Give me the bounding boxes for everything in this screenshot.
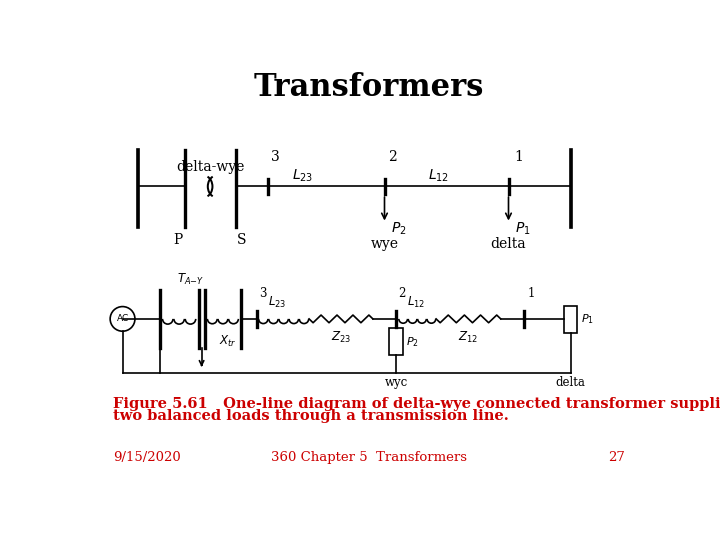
Text: 1: 1	[515, 150, 523, 164]
Text: delta: delta	[491, 237, 526, 251]
Text: S: S	[237, 233, 247, 247]
Text: $L_{23}$: $L_{23}$	[292, 167, 314, 184]
Text: $L_{12}$: $L_{12}$	[428, 167, 449, 184]
Text: $T_{A\mathrm{-}Y}$: $T_{A\mathrm{-}Y}$	[177, 272, 204, 287]
Text: AC: AC	[117, 314, 129, 323]
Text: $P_1$: $P_1$	[515, 221, 531, 237]
Text: P: P	[174, 233, 183, 247]
Text: 3: 3	[271, 150, 280, 164]
Text: Transformers: Transformers	[254, 72, 484, 103]
Text: $P_2$: $P_2$	[391, 221, 406, 237]
Text: delta: delta	[556, 375, 585, 389]
Text: 3: 3	[259, 287, 266, 300]
Text: wyc: wyc	[384, 375, 408, 389]
Bar	[389, 328, 403, 355]
Text: 2: 2	[387, 150, 396, 164]
Text: $Z_{23}$: $Z_{23}$	[331, 330, 351, 345]
Text: 9/15/2020: 9/15/2020	[113, 451, 181, 464]
Text: 27: 27	[608, 451, 625, 464]
Text: Figure 5.61   One-line diagram of delta-wye connected transformer supplies: Figure 5.61 One-line diagram of delta-wy…	[113, 396, 720, 410]
Text: $P_2$: $P_2$	[406, 335, 419, 348]
Text: $X_{tr}$: $X_{tr}$	[219, 334, 236, 349]
Text: wye: wye	[371, 237, 398, 251]
Text: delta-wye: delta-wye	[176, 160, 244, 174]
Bar	[564, 306, 577, 333]
Text: $L_{23}$: $L_{23}$	[269, 294, 287, 309]
Text: $L_{12}$: $L_{12}$	[407, 294, 425, 309]
Text: $Z_{12}$: $Z_{12}$	[459, 330, 478, 345]
Text: two balanced loads through a transmission line.: two balanced loads through a transmissio…	[113, 409, 509, 423]
Text: 360 Chapter 5  Transformers: 360 Chapter 5 Transformers	[271, 451, 467, 464]
Text: $P_1$: $P_1$	[580, 312, 593, 326]
Text: 1: 1	[528, 287, 535, 300]
Text: 2: 2	[398, 287, 406, 300]
